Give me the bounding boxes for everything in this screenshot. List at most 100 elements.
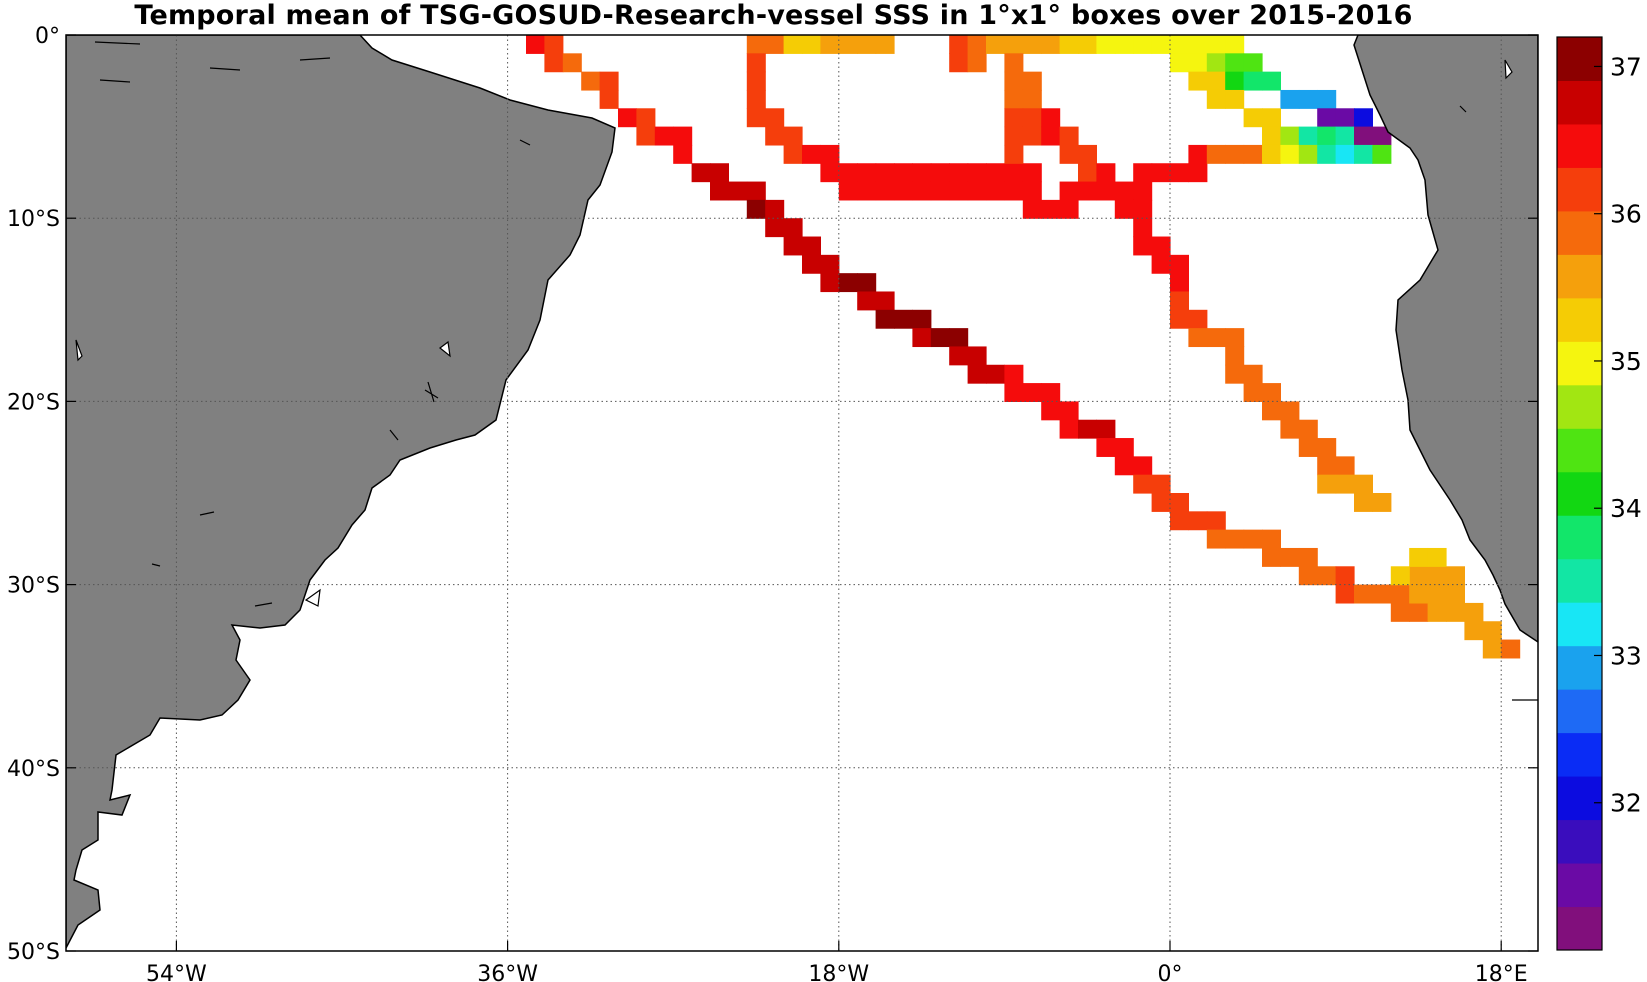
sss-cell	[1446, 566, 1465, 586]
sss-cell	[838, 273, 858, 293]
sss-cell	[1354, 126, 1373, 146]
sss-cell	[1280, 401, 1300, 421]
plot-frame	[65, 34, 1539, 952]
sss-cell	[746, 108, 766, 128]
sss-cell	[949, 346, 969, 366]
sss-cell	[1354, 493, 1373, 512]
sss-cell	[912, 181, 932, 201]
sss-cell	[1170, 35, 1189, 54]
sss-cell	[710, 163, 729, 183]
map-title: Temporal mean of TSG-GOSUD-Research-vess…	[134, 0, 1413, 31]
sss-cell	[930, 328, 950, 348]
sss-cell	[599, 71, 619, 91]
sss-cell	[912, 163, 932, 183]
colorbar-segment	[1557, 471, 1602, 516]
sss-cell	[1059, 35, 1079, 54]
sss-cell	[838, 181, 858, 201]
sss-cell	[1188, 35, 1208, 54]
colorbar-frame	[1556, 36, 1603, 951]
sss-cell	[1243, 383, 1263, 402]
sss-cell	[1409, 584, 1429, 604]
sss-cell	[1004, 89, 1024, 109]
sss-cell	[802, 35, 821, 54]
colorbar-segment	[1557, 210, 1602, 255]
sss-cell	[1317, 474, 1337, 494]
sss-cell	[1151, 474, 1171, 494]
sss-cell	[949, 163, 969, 183]
sss-cell	[728, 181, 748, 201]
sss-cell	[1298, 566, 1318, 586]
sss-cell	[1335, 144, 1355, 164]
sss-cell	[1004, 71, 1024, 91]
sss-cell	[1041, 401, 1061, 421]
sss-cell	[1004, 163, 1024, 183]
sss-cell	[1188, 53, 1208, 73]
sss-cell	[1133, 181, 1153, 201]
lon-tick-label: 54°W	[146, 962, 207, 982]
sss-cell	[967, 163, 987, 183]
sss-cell	[857, 181, 877, 201]
sss-cell	[1114, 181, 1134, 201]
sss-cell	[1354, 474, 1373, 494]
sss-cell	[1022, 108, 1042, 128]
sss-cell	[802, 144, 821, 164]
sss-cell	[1151, 35, 1171, 54]
sss-cell	[986, 35, 1005, 54]
sss-cell	[1298, 419, 1318, 439]
sss-cell	[1022, 163, 1042, 183]
sss-cell	[857, 35, 877, 54]
sss-cell	[894, 309, 913, 329]
lon-tick-label: 36°W	[477, 962, 538, 982]
colorbar-segment	[1557, 906, 1602, 951]
sss-cell	[1225, 346, 1245, 366]
sss-cells-layer	[526, 35, 1521, 659]
sss-cell	[1133, 456, 1153, 476]
sss-cell	[1262, 144, 1281, 164]
sss-cell	[746, 89, 766, 109]
sss-cell	[838, 35, 858, 54]
sss-cell	[967, 53, 987, 73]
sss-cell	[1225, 144, 1245, 164]
sss-cell	[1482, 621, 1502, 641]
sss-cell	[1262, 383, 1281, 402]
sss-cell	[1225, 529, 1245, 549]
land-layer	[66, 35, 1538, 949]
sss-cell	[1354, 584, 1373, 604]
colorbar-segment	[1557, 732, 1602, 777]
sss-cell	[1078, 163, 1097, 183]
colorbar-segment	[1557, 297, 1602, 342]
sss-cell	[1004, 126, 1024, 146]
sss-cell	[618, 108, 637, 128]
colorbar-segment	[1557, 428, 1602, 473]
sss-cell	[1372, 584, 1392, 604]
sss-cell	[1427, 547, 1447, 567]
sss-cell	[783, 218, 803, 238]
sss-cell	[1096, 438, 1116, 457]
sss-cell	[1409, 547, 1429, 567]
sss-cell	[1262, 126, 1281, 146]
sss-cell	[1243, 71, 1263, 91]
sss-cell	[1298, 126, 1318, 146]
sss-cell	[1225, 328, 1245, 348]
sss-cell	[1041, 35, 1061, 54]
lon-tick-label: 18°W	[808, 962, 869, 982]
sss-cell	[1004, 364, 1024, 384]
sss-cell	[765, 126, 785, 146]
sss-cell	[1133, 236, 1153, 256]
sss-cell	[562, 53, 582, 73]
sss-cell	[1170, 53, 1189, 73]
sss-cell	[1501, 639, 1521, 659]
sss-cell	[1317, 566, 1337, 586]
sss-cell	[1151, 163, 1171, 183]
sss-cell	[1390, 584, 1410, 604]
sss-cell	[1041, 383, 1061, 402]
sss-cell	[765, 218, 785, 238]
colorbar-segment	[1557, 167, 1602, 212]
sss-cell	[1059, 126, 1079, 146]
sss-cell	[654, 126, 674, 146]
sss-cell	[838, 163, 858, 183]
sss-cell	[1298, 89, 1318, 109]
colorbar-segment	[1557, 515, 1602, 560]
sss-cell	[1317, 108, 1337, 128]
colorbar-segment	[1557, 254, 1602, 299]
